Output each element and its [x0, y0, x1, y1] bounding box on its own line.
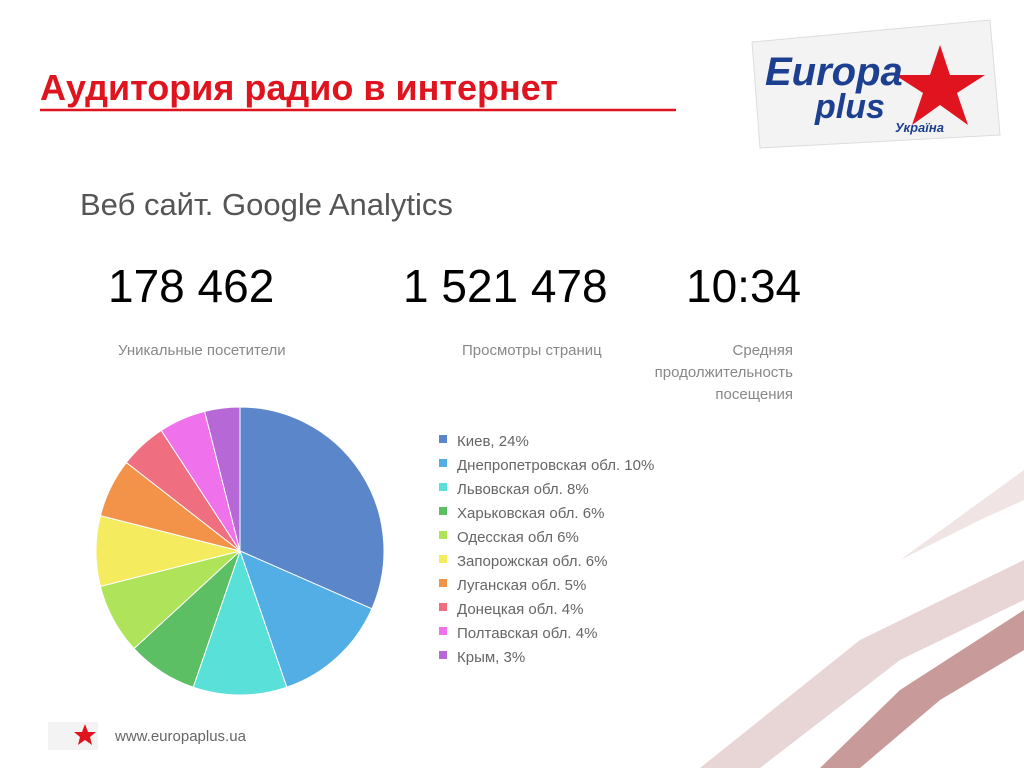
stat-label: Средняя — [733, 342, 793, 359]
logo-text: Україна — [895, 120, 944, 135]
legend-swatch — [439, 627, 447, 635]
logo-text: Europa — [765, 50, 903, 94]
legend-swatch — [439, 435, 447, 443]
legend-label: Днепропетровская обл. 10% — [457, 457, 654, 474]
stat-value: 10:34 — [686, 260, 801, 312]
swoosh — [820, 610, 1024, 768]
legend-label: Крым, 3% — [457, 649, 525, 666]
logo: Europa plus Україна — [751, 19, 1001, 149]
legend-swatch — [439, 531, 447, 539]
legend-label: Донецкая обл. 4% — [457, 601, 583, 618]
pie-slice — [204, 406, 241, 552]
legend-swatch — [439, 483, 447, 491]
swoosh — [900, 470, 1024, 560]
legend-label: Харьковская обл. 6% — [457, 505, 604, 522]
legend-swatch — [439, 507, 447, 515]
legend-label: Полтавская обл. 4% — [457, 625, 597, 642]
legend-swatch — [439, 651, 447, 659]
stat-label: Уникальные посетители — [118, 342, 286, 359]
stat-label: Просмотры страниц — [462, 342, 602, 359]
stat-value: 1 521 478 — [403, 260, 608, 312]
legend-label: Одесская обл 6% — [457, 529, 579, 546]
legend-swatch — [439, 555, 447, 563]
stat-value: 178 462 — [108, 260, 274, 312]
logo-star — [895, 45, 985, 125]
footer-url: www.europaplus.ua — [114, 728, 247, 745]
footer-logo-star — [74, 724, 96, 745]
pie-slice — [239, 406, 385, 610]
legend-label: Львовская обл. 8% — [457, 481, 589, 498]
stat-label: посещения — [715, 386, 793, 403]
pie-slice — [192, 549, 288, 696]
pie-slice — [239, 550, 373, 688]
legend-swatch — [439, 459, 447, 467]
footer-logo — [48, 722, 98, 750]
swoosh — [700, 560, 1024, 768]
legend-label: Запорожская обл. 6% — [457, 553, 607, 570]
logo-text: plus — [814, 88, 885, 126]
legend-label: Луганская обл. 5% — [457, 577, 586, 594]
legend-swatch — [439, 603, 447, 611]
title: Аудитория радио в интернет — [40, 67, 558, 108]
stat-label: продолжительность — [655, 364, 794, 381]
subtitle: Веб сайт. Google Analytics — [80, 187, 453, 222]
legend-label: Киев, 24% — [457, 433, 529, 450]
legend-swatch — [439, 579, 447, 587]
